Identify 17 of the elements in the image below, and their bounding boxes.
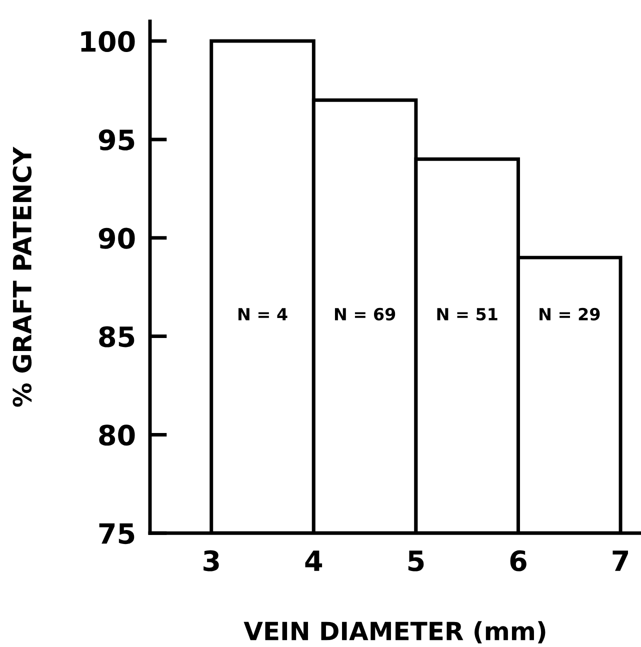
annotation: N = 29 (540, 308, 600, 320)
x-tick-label: 4 (305, 550, 322, 571)
x-axis-title: VEIN DIAMETER (mm) (244, 621, 546, 644)
y-tick-label: 90 (98, 228, 135, 249)
annotation: N = 69 (334, 308, 396, 320)
annotation: N = 4 (238, 308, 288, 320)
y-tick-label: 80 (99, 424, 135, 446)
x-tick-label: 3 (204, 550, 219, 572)
annotation: N = 51 (437, 308, 498, 320)
y-tick-label: 75 (99, 523, 134, 544)
y-tick-label: 100 (81, 30, 135, 52)
y-axis-title: % GRAFT PATENCY (12, 146, 32, 407)
y-tick-label: 85 (99, 326, 134, 348)
x-tick-label: 7 (612, 550, 628, 571)
x-tick-label: 6 (510, 550, 526, 572)
y-tick-label: 95 (98, 129, 134, 150)
x-tick-label: 5 (408, 550, 424, 572)
